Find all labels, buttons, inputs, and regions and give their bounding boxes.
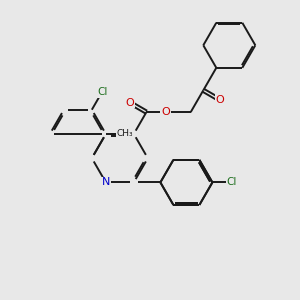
Text: O: O (125, 98, 134, 108)
Text: O: O (161, 107, 170, 117)
Text: Cl: Cl (226, 177, 237, 188)
Text: Cl: Cl (97, 87, 107, 97)
Text: N: N (102, 177, 110, 188)
Text: CH₃: CH₃ (117, 129, 133, 138)
Text: O: O (215, 95, 224, 105)
